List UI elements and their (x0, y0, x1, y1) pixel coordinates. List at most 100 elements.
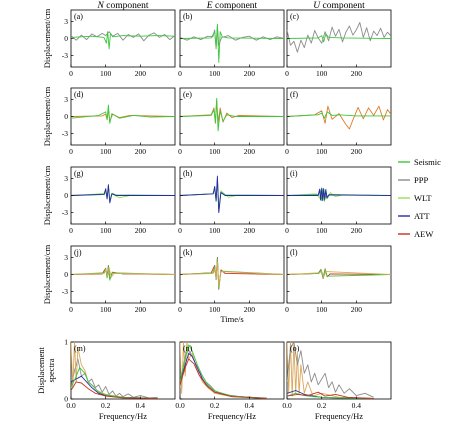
series-group (71, 31, 175, 50)
column-title-e: E component (206, 1, 258, 11)
panel-frame (70, 341, 176, 400)
series-line-seismic (180, 23, 284, 63)
series-group (287, 342, 374, 399)
column-title-letter: N (97, 1, 105, 11)
series-group (180, 256, 284, 290)
y-tick-label: -3 (62, 129, 68, 138)
panel-label: (k) (183, 248, 193, 257)
x-tick-label: 200 (244, 69, 256, 78)
x-tick-label: 0 (69, 69, 73, 78)
row-ylabel-group: Displacement/cm (42, 8, 52, 68)
column-titles: N component E component U component (97, 1, 366, 11)
series-line-aew (180, 358, 267, 399)
x-tick-label: 200 (135, 305, 147, 314)
legend-item-ppp: PPP (398, 175, 428, 185)
series-group (287, 187, 391, 202)
x-tick-label: 200 (351, 226, 363, 235)
series-group (180, 23, 284, 63)
x-tick-label: 0.0 (282, 401, 292, 410)
y-tick-label: 1 (64, 338, 68, 347)
x-tick-label: 0.4 (352, 401, 362, 410)
panel-l: (l) 0 100 200 (285, 245, 392, 314)
x-tick-label: 0.4 (136, 401, 146, 410)
x-tick-label: 0 (285, 147, 289, 156)
x-tick-label: 100 (209, 147, 221, 156)
legend-item-aew: AEW (398, 229, 433, 239)
x-tick-label: 0 (69, 226, 73, 235)
series-line-seismic (287, 392, 374, 399)
x-tick-label: 0.0 (175, 401, 185, 410)
x-tick-label: 200 (135, 147, 147, 156)
x-tick-label: 0 (178, 147, 182, 156)
series-line-wlt (71, 342, 158, 399)
x-tick-label: 0.0 (66, 401, 76, 410)
series-group (287, 268, 391, 279)
x-tick-label: 100 (316, 226, 328, 235)
x-tick-label: 200 (351, 69, 363, 78)
series-line-ppp (287, 22, 391, 53)
x-tick-label: 200 (351, 305, 363, 314)
y-tick-label: 0 (64, 270, 68, 279)
x-tick-label: 200 (135, 226, 147, 235)
x-tick-label: 0.2 (210, 401, 220, 410)
x-tick-label: 100 (209, 69, 221, 78)
series-line-att (71, 267, 175, 278)
legend-item-att: ATT (398, 211, 430, 221)
x-tick-label: 100 (100, 147, 112, 156)
x-tick-label: 0.4 (245, 401, 255, 410)
series-line-seismic (180, 344, 267, 399)
series-group (180, 342, 267, 399)
x-tick-label: 100 (209, 226, 221, 235)
series-group (71, 342, 158, 399)
x-tick-label: 200 (244, 305, 256, 314)
series-group (180, 175, 284, 214)
ylabel-displacement: Displacement/cm (42, 8, 52, 68)
panel-e: (e) 0 100 200 (178, 87, 285, 156)
x-tick-label: 0 (69, 147, 73, 156)
panel-label: (l) (290, 248, 298, 257)
panel-frame (70, 9, 176, 68)
series-group (71, 184, 175, 204)
series-line-att (287, 270, 391, 278)
row-ylabel-group: Displacement/cm (42, 165, 52, 225)
y-tick-label: 0 (64, 34, 68, 43)
panel-c: (c) 0 100 200 (285, 9, 392, 78)
panel-b: (b) 0 100 200 (178, 9, 285, 78)
y-tick-label: -3 (62, 208, 68, 217)
ylabel-spectra-line2: spectra (46, 358, 56, 382)
panel-frame (286, 341, 392, 400)
series-group (71, 104, 175, 124)
legend-item-wlt: WLT (398, 193, 432, 203)
x-tick-label: 0 (178, 226, 182, 235)
ylabel-spectra-line1: Displacement (36, 346, 46, 393)
panel-label: (j) (74, 248, 82, 257)
xlabel-frequency: Frequency/Hz (99, 411, 147, 421)
ylabel-displacement: Displacement/cm (42, 86, 52, 146)
x-tick-label: 0 (285, 69, 289, 78)
series-line-att (287, 187, 391, 202)
series-line-seismic (287, 33, 391, 43)
y-tick-label: 0 (64, 112, 68, 121)
series-group (180, 97, 284, 132)
panel-label: (d) (74, 90, 84, 99)
y-tick-label: -3 (62, 287, 68, 296)
xlabel-frequency: Frequency/Hz (315, 411, 363, 421)
x-tick-label: 100 (100, 226, 112, 235)
series-line-ppp (287, 105, 391, 130)
legend-label: WLT (414, 193, 432, 203)
series-group (287, 105, 391, 130)
y-tick-label: 0 (64, 395, 68, 404)
series-line-aew (180, 256, 284, 290)
panel-label: (f) (290, 90, 298, 99)
x-tick-label: 100 (316, 147, 328, 156)
legend-label: ATT (414, 211, 430, 221)
y-tick-label: 3 (64, 95, 68, 104)
xlabel-frequency: Frequency/Hz (208, 411, 256, 421)
series-line-wlt (180, 342, 267, 399)
series-line-seismic (180, 97, 284, 132)
x-tick-label: 200 (244, 147, 256, 156)
